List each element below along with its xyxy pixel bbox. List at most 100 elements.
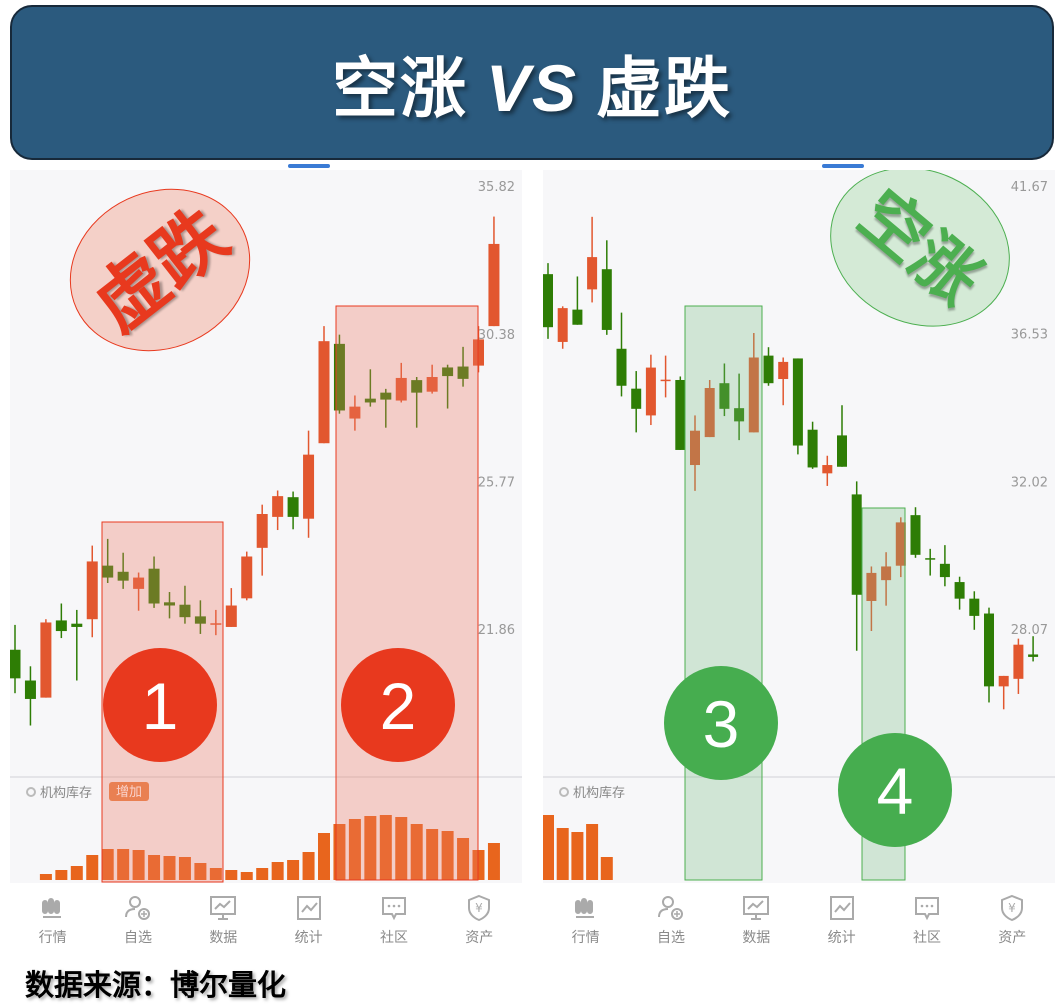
chat-icon bbox=[912, 893, 942, 923]
candle bbox=[226, 588, 237, 627]
candle-body bbox=[572, 310, 582, 325]
candle bbox=[925, 549, 935, 576]
inventory-bar bbox=[225, 870, 237, 880]
page-title: 空涨VS虚跌 bbox=[332, 35, 732, 131]
candle bbox=[646, 355, 656, 425]
candle-body bbox=[288, 497, 299, 517]
candle-body bbox=[303, 455, 314, 519]
candle-body bbox=[319, 341, 330, 443]
marker-number: 1 bbox=[142, 669, 179, 743]
candle bbox=[999, 676, 1009, 709]
candle bbox=[631, 371, 641, 432]
candle-body bbox=[837, 435, 847, 466]
monitor-chart-icon bbox=[741, 893, 771, 923]
svg-text:¥: ¥ bbox=[475, 901, 483, 915]
tab-indicator bbox=[822, 164, 864, 168]
candle bbox=[288, 492, 299, 530]
candle-body bbox=[822, 465, 832, 473]
bars-icon bbox=[571, 893, 601, 923]
candle-body bbox=[675, 380, 685, 450]
svg-text:¥: ¥ bbox=[1008, 901, 1016, 915]
tab-indicator bbox=[288, 164, 330, 168]
candle-body bbox=[543, 274, 553, 327]
inventory-bar bbox=[241, 872, 253, 880]
candle bbox=[56, 604, 67, 639]
nav-label: 统计 bbox=[295, 927, 323, 947]
candle-body bbox=[56, 620, 67, 631]
candle-body bbox=[10, 650, 21, 679]
candle bbox=[911, 507, 921, 558]
candlestick-chart: 空涨41.6736.5332.0228.07机构库存34 bbox=[543, 170, 1055, 883]
inventory-bar bbox=[256, 868, 268, 880]
inventory-bar bbox=[272, 862, 284, 880]
title-right: 虚跌 bbox=[596, 50, 732, 127]
inventory-bar bbox=[303, 852, 315, 880]
chat-icon bbox=[379, 893, 409, 923]
inventory-bar bbox=[40, 874, 52, 880]
bottom-nav: 行情自选 数据统计社区 ¥资产 bbox=[543, 883, 1055, 955]
inventory-bar bbox=[55, 870, 67, 880]
candle bbox=[272, 490, 283, 530]
nav-item-line-chart[interactable]: 统计 bbox=[266, 883, 351, 955]
candle-body bbox=[87, 561, 98, 619]
gear-icon bbox=[560, 788, 568, 796]
title-left: 空涨 bbox=[332, 50, 468, 127]
nav-item-bars[interactable]: 行情 bbox=[543, 883, 628, 955]
nav-item-user-add[interactable]: 自选 bbox=[95, 883, 180, 955]
candle bbox=[940, 545, 950, 586]
candle-body bbox=[661, 380, 671, 382]
candle-body bbox=[984, 614, 994, 687]
title-vs: VS bbox=[486, 51, 578, 125]
candle bbox=[955, 577, 965, 610]
price-tick-label: 21.86 bbox=[478, 623, 515, 638]
candle bbox=[87, 546, 98, 638]
line-chart-icon bbox=[294, 893, 324, 923]
inventory-bar bbox=[543, 815, 554, 880]
nav-item-shield-yen[interactable]: ¥资产 bbox=[970, 883, 1055, 955]
price-tick-label: 28.07 bbox=[1011, 623, 1048, 638]
nav-label: 资产 bbox=[465, 927, 493, 947]
candle bbox=[25, 666, 36, 725]
candle bbox=[587, 217, 597, 303]
candle bbox=[852, 481, 862, 650]
nav-item-chat[interactable]: 社区 bbox=[884, 883, 969, 955]
nav-label: 自选 bbox=[657, 927, 685, 947]
nav-item-shield-yen[interactable]: ¥ 资产 bbox=[437, 883, 522, 955]
candle-body bbox=[1013, 645, 1023, 679]
inventory-bar bbox=[318, 833, 330, 880]
highlight-box bbox=[685, 306, 762, 880]
candle-body bbox=[955, 582, 965, 599]
candle bbox=[617, 313, 627, 397]
candle bbox=[837, 405, 847, 467]
nav-label: 自选 bbox=[124, 927, 152, 947]
candle-body bbox=[71, 624, 82, 627]
monitor-chart-icon bbox=[208, 893, 238, 923]
candle-body bbox=[793, 358, 803, 445]
price-tick-label: 32.02 bbox=[1011, 475, 1048, 490]
candle bbox=[488, 217, 499, 327]
candle-body bbox=[969, 599, 979, 616]
candle-body bbox=[925, 558, 935, 560]
nav-label: 社区 bbox=[913, 927, 941, 947]
nav-item-chat[interactable]: 社区 bbox=[351, 883, 436, 955]
candle-body bbox=[272, 496, 283, 517]
candle-body bbox=[587, 257, 597, 289]
candle bbox=[10, 625, 21, 693]
candle bbox=[1013, 639, 1023, 694]
candle-body bbox=[852, 494, 862, 594]
nav-item-monitor-chart[interactable]: 数据 bbox=[181, 883, 266, 955]
nav-item-bars[interactable]: 行情 bbox=[10, 883, 95, 955]
nav-item-line-chart[interactable]: 统计 bbox=[799, 883, 884, 955]
bottom-nav: 行情自选 数据统计 社区 ¥ 资产 bbox=[10, 883, 522, 955]
bars-icon bbox=[38, 893, 68, 923]
gear-icon bbox=[27, 788, 35, 796]
chart-panel-false-rise: 空涨41.6736.5332.0228.07机构库存34 bbox=[543, 170, 1055, 883]
inventory-label: 机构库存 bbox=[40, 785, 92, 801]
nav-item-monitor-chart[interactable]: 数据 bbox=[714, 883, 799, 955]
price-tick-label: 36.53 bbox=[1011, 328, 1048, 343]
candle bbox=[675, 376, 685, 449]
nav-item-user-add[interactable]: 自选 bbox=[628, 883, 713, 955]
marker-number: 4 bbox=[877, 754, 914, 828]
shield-yen-icon: ¥ bbox=[997, 893, 1027, 923]
candle-body bbox=[999, 676, 1009, 686]
